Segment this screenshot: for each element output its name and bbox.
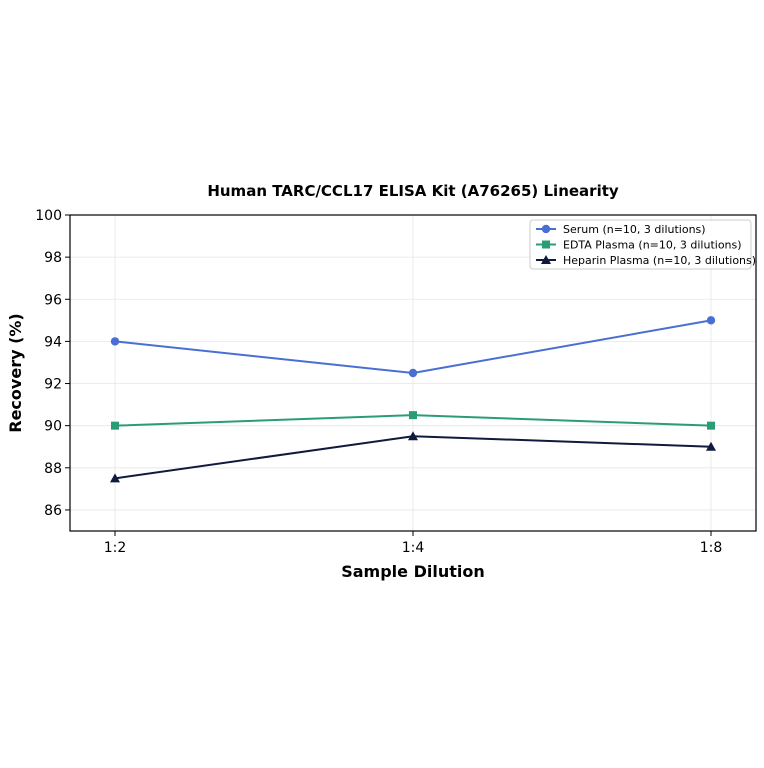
series-layer — [110, 316, 716, 483]
legend-marker — [541, 255, 551, 264]
y-tick-label: 86 — [44, 503, 62, 519]
data-point — [706, 441, 716, 451]
data-point — [408, 431, 418, 441]
data-point — [707, 421, 715, 430]
y-axis-label: Recovery (%) — [6, 313, 25, 432]
tick-layer: 86 88 90 92 94 96 98 100 1:2 1:4 1:8 — [35, 208, 722, 556]
chart-title: Human TARC/CCL17 ELISA Kit (A76265) Line… — [207, 182, 619, 200]
legend: Serum (n=10, 3 dilutions) EDTA Plasma (n=… — [529, 219, 756, 270]
series-2 — [111, 411, 715, 430]
x-tick-label: 1:8 — [700, 540, 723, 556]
y-tick-label: 88 — [44, 461, 62, 477]
legend-entry: Heparin Plasma (n=10, 3 dilutions) — [536, 254, 756, 267]
data-point — [111, 421, 119, 430]
data-point — [409, 411, 417, 420]
legend-box — [529, 219, 752, 270]
x-axis-label: Sample Dilution — [341, 562, 485, 581]
legend-label: EDTA Plasma (n=10, 3 dilutions) — [563, 239, 742, 252]
series-1 — [110, 316, 716, 378]
y-tick-label: 98 — [44, 250, 62, 266]
y-tick-label: 92 — [44, 377, 62, 393]
data-point — [706, 316, 716, 325]
legend-marker — [541, 224, 551, 234]
legend-entry: EDTA Plasma (n=10, 3 dilutions) — [536, 239, 742, 252]
y-tick-label: 100 — [35, 208, 62, 224]
legend-label: Heparin Plasma (n=10, 3 dilutions) — [563, 254, 756, 267]
y-tick-label: 96 — [44, 292, 62, 308]
x-tick-label: 1:2 — [104, 540, 127, 556]
y-tick-label: 90 — [44, 419, 62, 435]
y-tick-label: 94 — [44, 334, 62, 350]
series-3 — [110, 431, 716, 483]
legend-marker — [542, 240, 550, 249]
data-point — [110, 337, 120, 346]
data-point — [110, 473, 120, 483]
x-tick-label: 1:4 — [402, 540, 425, 556]
legend-label: Serum (n=10, 3 dilutions) — [563, 223, 706, 236]
legend-entry: Serum (n=10, 3 dilutions) — [536, 223, 706, 236]
data-point — [408, 368, 418, 378]
